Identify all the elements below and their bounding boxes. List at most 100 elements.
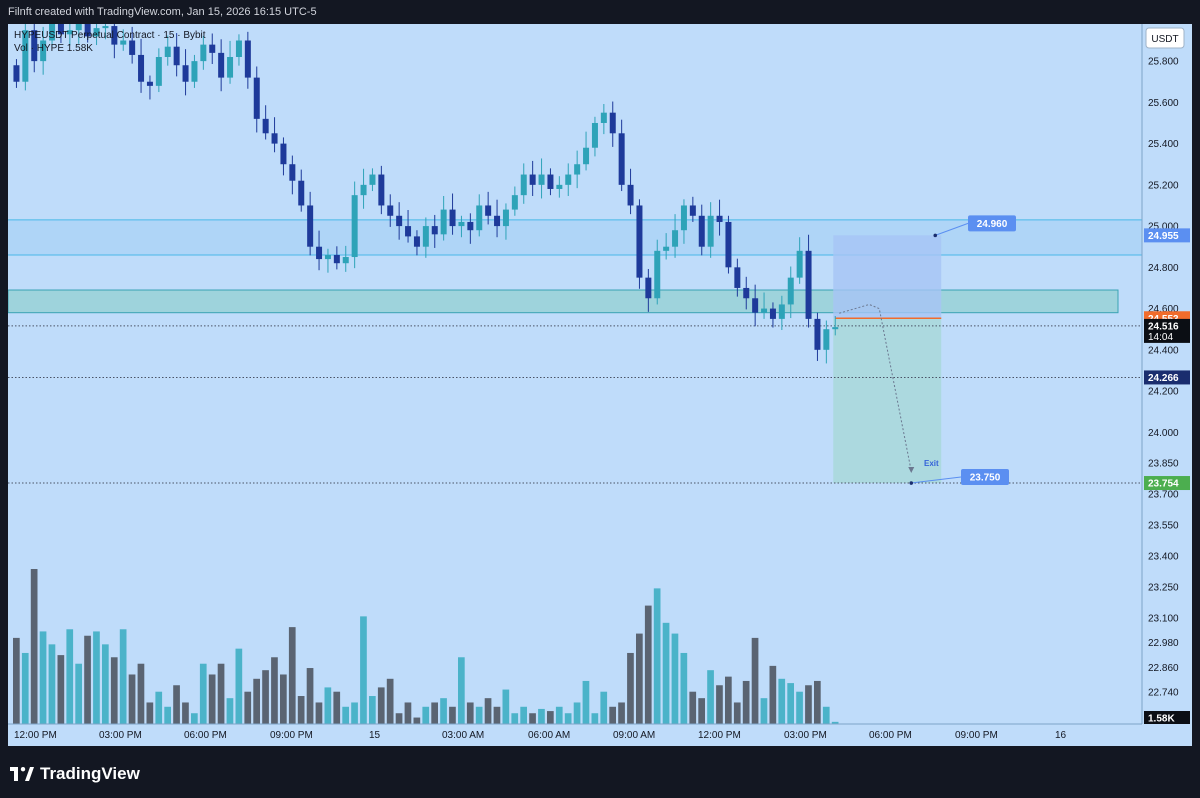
candle (431, 214, 438, 248)
candle-body (627, 184, 634, 206)
candle-body (405, 226, 412, 237)
candle-body (235, 40, 242, 57)
candle-body (645, 277, 652, 299)
candle-body (120, 40, 127, 45)
symbol-legend: HYPEUSDT Perpetual Contract · 15 · Bybit (14, 30, 206, 41)
candle (458, 215, 465, 238)
volume-bar (30, 569, 38, 724)
y-tick-label: 24.000 (1148, 428, 1179, 439)
candle-body (307, 205, 314, 247)
candle-body (716, 215, 723, 222)
stop-price-label-text: 24.960 (977, 219, 1008, 230)
candle (743, 276, 750, 310)
candle-body (280, 143, 287, 165)
volume-bar (39, 631, 47, 724)
tradingview-logo[interactable]: TradingView (10, 764, 140, 784)
volume-bar (235, 648, 243, 724)
candle-body (449, 209, 456, 227)
candle (832, 315, 839, 336)
candle (289, 155, 296, 195)
y-tick-label: 24.400 (1148, 345, 1179, 356)
volume-bar (511, 713, 519, 724)
candle-body (387, 205, 394, 216)
candle (413, 230, 420, 256)
candle-body (654, 250, 661, 299)
volume-bar (110, 657, 118, 724)
candle (627, 168, 634, 215)
currency-badge (1145, 27, 1185, 49)
candle (823, 320, 830, 364)
volume-bar (182, 702, 189, 724)
candle-body (22, 30, 29, 82)
chart-area[interactable]: 24.960 23.750 Exit HYPEUSDT Perpetual Contr… (8, 24, 1192, 746)
volume-bar (324, 687, 332, 724)
volume-bar (128, 674, 136, 724)
y-tick-label: 23.400 (1148, 552, 1179, 563)
volume-bar (217, 663, 225, 724)
candle (40, 26, 47, 75)
volume-bar (636, 633, 643, 724)
volume-bar (671, 633, 679, 724)
candle (654, 239, 661, 305)
candle-body (663, 246, 670, 251)
candle (547, 168, 554, 196)
candle-body (182, 65, 189, 82)
candle-body (725, 221, 732, 268)
volume-bar (226, 698, 234, 724)
price-chart[interactable]: 24.960 23.750 Exit HYPEUSDT Perpetual Contr… (8, 24, 1192, 746)
y-tick-label: 25.800 (1148, 57, 1179, 68)
volume-bar (199, 663, 207, 724)
current-price-tag-countdown: 14:04 (1148, 332, 1173, 343)
candle-body (40, 40, 47, 62)
stop-loss-zone (833, 235, 942, 319)
candle (636, 199, 643, 289)
candle-body (591, 122, 598, 148)
candle (538, 158, 545, 199)
candle (725, 215, 732, 274)
candle-body (396, 215, 403, 227)
volume-bar (280, 674, 287, 724)
candle (307, 191, 314, 256)
volume-bar (262, 670, 269, 724)
volume-bar (93, 631, 100, 724)
candle-body (271, 133, 278, 144)
volume-bar (502, 689, 510, 724)
candle (173, 33, 180, 77)
volume-bar (57, 655, 65, 724)
y-tick-label: 25.400 (1148, 139, 1179, 150)
candle (200, 35, 207, 70)
y-tick-label: 22.860 (1148, 663, 1179, 674)
candle (138, 38, 145, 93)
volume-bar (520, 706, 527, 724)
volume-bar (662, 622, 670, 724)
candle-body (173, 46, 180, 66)
target-price-tag-text: 23.754 (1148, 479, 1179, 490)
candle (600, 104, 607, 135)
resistance-zone (8, 219, 1142, 255)
candle-body (680, 205, 687, 231)
volume-bar (164, 706, 171, 724)
y-tick-label: 23.250 (1148, 582, 1179, 593)
target-price-label (961, 469, 1009, 486)
x-tick-label: 06:00 PM (184, 730, 227, 741)
candle (689, 196, 696, 222)
candle-body (698, 215, 705, 247)
volume-bar (529, 713, 536, 724)
candle-body (583, 147, 590, 165)
candle (333, 246, 340, 270)
candle-body (556, 184, 563, 189)
volume-bar (369, 696, 376, 724)
volume-bar (564, 713, 572, 724)
candle-body (253, 77, 260, 119)
candle-body (378, 174, 385, 206)
volume-bar (707, 670, 714, 724)
projection-path (839, 303, 912, 472)
volume-bar (191, 713, 198, 724)
volume-bar (119, 629, 127, 724)
candle (316, 230, 323, 271)
y-tick-label: 22.740 (1148, 688, 1179, 699)
volume-bar (342, 706, 349, 724)
candle (146, 75, 153, 100)
volume-bar (831, 721, 839, 724)
candle (778, 295, 785, 331)
